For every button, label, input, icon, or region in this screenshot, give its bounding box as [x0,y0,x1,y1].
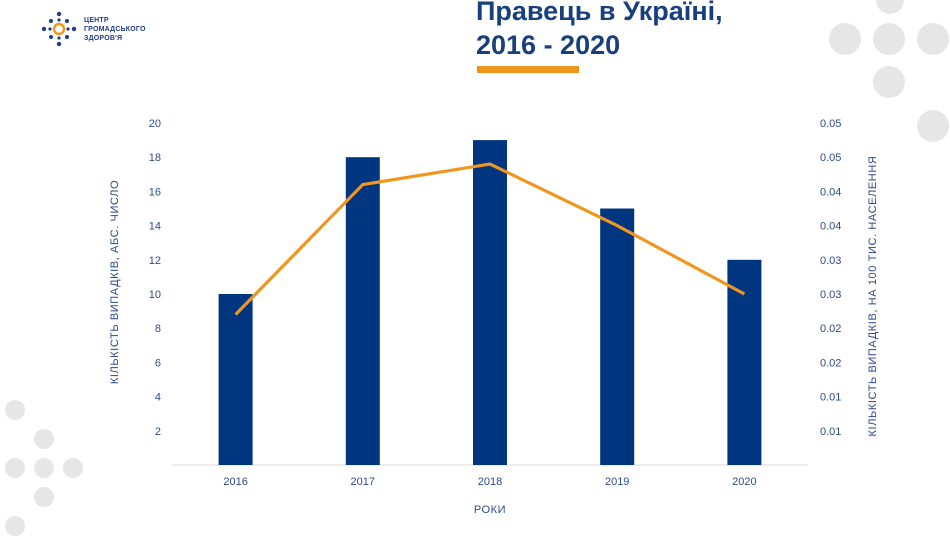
decor-dot [34,429,54,449]
x-tick-label: 2016 [223,476,247,488]
logo-emblem-icon [41,11,77,47]
page-title: Правець в Україні, 2016 - 2020 [476,0,723,62]
y-tick-label: 14 [149,221,161,233]
title-underline [477,66,579,73]
y-tick-label: 6 [155,357,161,369]
decor-dot [917,110,949,142]
logo: ЦЕНТР ГРОМАДСЬКОГО ЗДОРОВ'Я [40,10,146,48]
y2-tick-label: 0.04 [820,186,841,198]
y2-tick-label: 0.03 [820,289,841,301]
y2-tick-label: 0.05 [820,152,841,164]
y2-tick-label: 0.04 [820,221,841,233]
decor-dot [5,516,25,536]
x-axis-title: РОКИ [474,504,506,516]
decor-dot [873,66,905,98]
y-tick-label: 12 [149,255,161,267]
y2-tick-label: 0.01 [820,426,841,438]
x-tick-label: 2017 [351,476,375,488]
y-tick-label: 4 [155,392,161,404]
bar [727,259,762,465]
bar [600,208,635,465]
logo-text: ЦЕНТР ГРОМАДСЬКОГО ЗДОРОВ'Я [84,16,146,43]
y2-tick-label: 0.02 [820,323,841,335]
decor-dot [63,458,83,478]
decor-dot [873,23,905,55]
decor-dot [876,0,904,14]
x-tick-label: 2019 [605,476,629,488]
y-tick-label: 18 [149,152,161,164]
decor-dot [5,400,25,420]
y-tick-label: 8 [155,323,161,335]
bar [345,157,380,465]
decor-dot [829,23,861,55]
decor-dot [917,23,949,55]
y-tick-label: 20 [149,118,161,130]
logo-line-3: ЗДОРОВ'Я [84,34,123,42]
decor-dot [34,487,54,507]
y-tick-label: 2 [155,426,161,438]
logo-line-1: ЦЕНТР [84,16,109,24]
bar [473,140,507,465]
y-tick-label: 16 [149,186,161,198]
y2-tick-label: 0.05 [820,118,841,130]
decor-dot [5,458,25,478]
page-title-line-2: 2016 - 2020 [476,30,621,60]
bar [218,294,253,465]
logo-line-2: ГРОМАДСЬКОГО [84,25,146,33]
y2-tick-label: 0.01 [820,392,841,404]
y2-tick-label: 0.03 [820,255,841,267]
x-tick-label: 2018 [478,476,502,488]
y2-tick-label: 0.02 [820,357,841,369]
page-title-line-1: Правець в Україні, [476,0,723,26]
y-axis-title: КІЛЬКІСТЬ ВИПАДКІВ, АБС. ЧИСЛО [109,180,121,384]
y-tick-label: 10 [149,289,161,301]
rate-series-line [234,162,746,316]
y2-axis-title: КІЛЬКІСТЬ ВИПАДКІВ, НА 100 ТИС. НАСЕЛЕНН… [867,156,879,437]
x-tick-label: 2020 [732,476,756,488]
decor-dot [34,458,54,478]
